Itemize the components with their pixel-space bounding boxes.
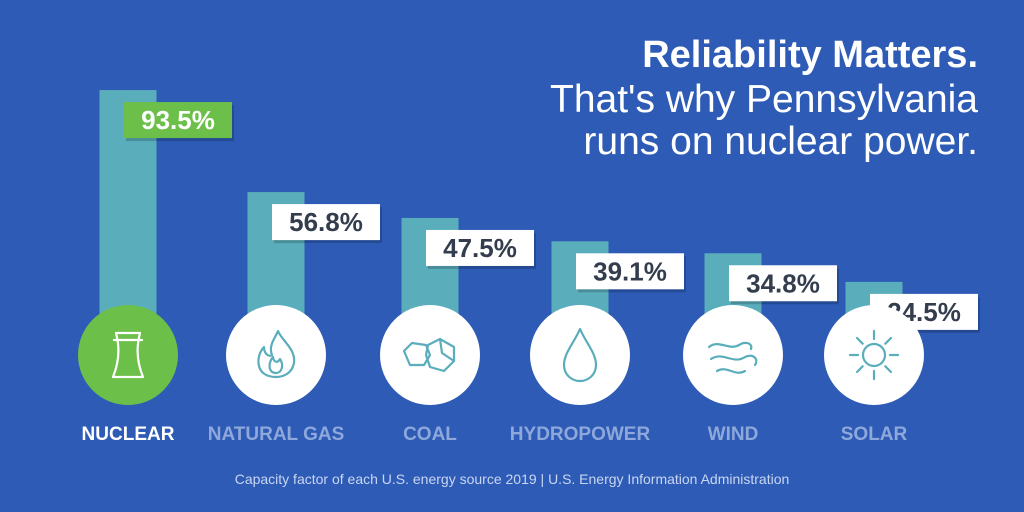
value-label-wind: 34.8% [729, 265, 839, 305]
headline-line-1: Reliability Matters. [642, 34, 978, 76]
value-label-text: 34.8% [746, 268, 820, 298]
category-label-hydropower: HYDROPOWER [510, 424, 651, 445]
icon-group [78, 305, 924, 405]
value-label-hydropower: 39.1% [576, 253, 686, 293]
source-note: Capacity factor of each U.S. energy sour… [234, 471, 790, 487]
value-label-text: 47.5% [443, 233, 517, 263]
headline-line-2: That's why Pennsylvania [550, 78, 978, 121]
coal-icon [380, 305, 480, 405]
category-label-coal: COAL [403, 424, 457, 445]
headline: Reliability Matters. That's why Pennsylv… [378, 36, 978, 164]
category-label-nuclear: NUCLEAR [82, 424, 175, 445]
category-label-group: NUCLEAR NATURAL GAS COAL HYDROPOWER WIND SOLA… [82, 424, 908, 445]
headline-line-3: runs on nuclear power. [583, 120, 978, 163]
nuclear-cooling-tower-icon [78, 305, 178, 405]
value-label-group: 93.5%56.8%47.5%39.1% 34.8%24.5% [124, 102, 980, 333]
natural-gas-flame-icon [226, 305, 326, 405]
value-label-text: 93.5% [141, 105, 215, 135]
solar-sun-icon [824, 305, 924, 405]
value-label-coal: 47.5% [426, 229, 536, 269]
value-label-nuclear: 93.5% [124, 102, 234, 142]
value-label-text: 39.1% [593, 256, 667, 286]
category-label-wind: WIND [708, 424, 759, 445]
wind-icon [683, 305, 783, 405]
hydropower-water-drop-icon [530, 305, 630, 405]
value-label-text: 56.8% [289, 207, 363, 237]
value-label-natural-gas: 56.8% [272, 204, 382, 244]
category-label-natural-gas: NATURAL GAS [208, 424, 345, 445]
category-label-solar: SOLAR [841, 424, 908, 445]
